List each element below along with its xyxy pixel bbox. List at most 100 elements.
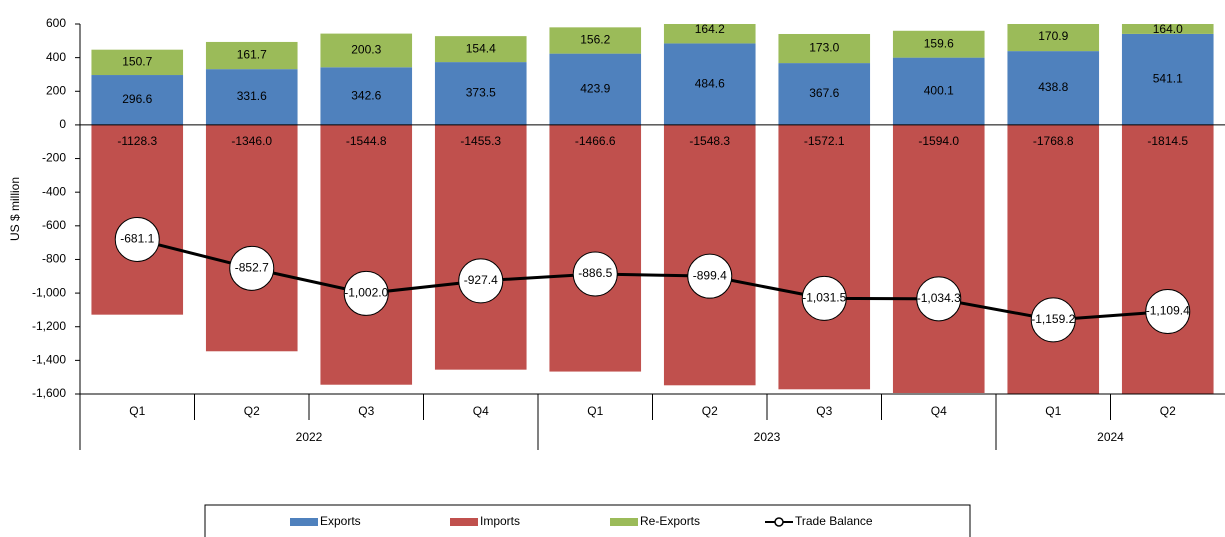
data-label: -1572.1 [804, 134, 845, 148]
data-label: -1346.0 [231, 134, 272, 148]
legend-label: Exports [320, 514, 361, 528]
data-label: 296.6 [122, 92, 152, 106]
bar [892, 57, 985, 125]
legend-label: Re-Exports [640, 514, 700, 528]
data-label: -1814.5 [1147, 134, 1188, 148]
y-tick-label: -800 [42, 252, 66, 266]
y-tick-label: -1,400 [32, 353, 66, 367]
bar [91, 75, 184, 125]
y-tick-label: -200 [42, 151, 66, 165]
line-marker [114, 216, 160, 262]
legend-swatch [610, 518, 638, 526]
legend-label: Imports [480, 514, 520, 528]
bar [778, 63, 871, 125]
data-label: -1,002.0 [344, 286, 388, 300]
bar [205, 69, 298, 125]
data-label: -852.7 [235, 260, 269, 274]
data-label: -1,031.5 [802, 291, 846, 305]
legend-box [204, 504, 971, 537]
data-label: 164.0 [1153, 22, 1183, 36]
data-label: -1548.3 [689, 134, 730, 148]
group-label: 2023 [754, 430, 781, 444]
bar [663, 24, 756, 44]
data-label: 342.6 [351, 88, 381, 102]
data-label: -1544.8 [346, 134, 387, 148]
data-label: -1768.8 [1033, 134, 1074, 148]
bar [1007, 24, 1100, 52]
data-label: 400.1 [924, 83, 954, 97]
bar [892, 124, 985, 393]
bar [91, 49, 184, 76]
data-label: -1455.3 [460, 134, 501, 148]
y-tick-label: 600 [46, 16, 66, 30]
bar [205, 124, 298, 352]
x-tick-label: Q3 [358, 404, 374, 418]
y-tick-label: -1,200 [32, 319, 66, 333]
bar [320, 67, 413, 125]
line-marker [458, 258, 504, 304]
line-marker [1030, 297, 1076, 343]
data-label: 200.3 [351, 43, 381, 57]
line-marker [801, 275, 847, 321]
y-tick-label: 400 [46, 50, 66, 64]
bar [1007, 51, 1100, 125]
x-tick-label: Q2 [702, 404, 718, 418]
bar [1007, 124, 1100, 394]
data-label: 159.6 [924, 36, 954, 50]
x-tick-label: Q3 [816, 404, 832, 418]
data-label: 173.0 [809, 41, 839, 55]
legend-swatch [290, 518, 318, 526]
group-label: 2022 [296, 430, 323, 444]
bar [320, 124, 413, 385]
bar [1121, 124, 1214, 394]
x-tick-label: Q1 [1045, 404, 1061, 418]
data-label: -1128.3 [117, 134, 157, 148]
bar [778, 124, 871, 390]
bar [1121, 24, 1214, 34]
bar [549, 124, 642, 372]
bar [434, 124, 527, 370]
bar [892, 30, 985, 58]
data-label: -1594.0 [918, 134, 959, 148]
data-label: -681.1 [120, 232, 154, 246]
bar [320, 33, 413, 68]
line-marker [229, 245, 275, 291]
data-label: 170.9 [1038, 29, 1068, 43]
data-label: -1,159.2 [1031, 312, 1075, 326]
line-marker [916, 276, 962, 322]
bar [778, 33, 871, 64]
line-marker [1145, 288, 1191, 334]
x-tick-label: Q2 [1160, 404, 1176, 418]
data-label: 150.7 [122, 55, 152, 69]
data-label: 154.4 [466, 41, 496, 55]
data-label: 164.2 [695, 22, 725, 36]
legend-label: Trade Balance [795, 514, 873, 528]
data-label: 484.6 [695, 76, 725, 90]
x-tick-label: Q1 [129, 404, 145, 418]
data-label: 367.6 [809, 86, 839, 100]
y-tick-label: -1,000 [32, 285, 66, 299]
x-tick-label: Q4 [931, 404, 947, 418]
legend-swatch [450, 518, 478, 526]
y-tick-label: -400 [42, 184, 66, 198]
bar [1121, 33, 1214, 125]
line-marker [687, 253, 733, 299]
bar [434, 62, 527, 125]
data-label: -1466.6 [575, 134, 616, 148]
data-label: -927.4 [464, 273, 498, 287]
bar [549, 53, 642, 125]
data-label: 541.1 [1153, 72, 1183, 86]
y-axis-label: US $ million [8, 177, 22, 241]
data-label: 161.7 [237, 48, 267, 62]
y-tick-label: -600 [42, 218, 66, 232]
trade-balance-line [136, 238, 1168, 322]
data-label: -899.4 [693, 268, 727, 282]
bar [663, 43, 756, 125]
y-tick-label: 0 [59, 117, 66, 131]
data-label: 373.5 [466, 86, 496, 100]
x-tick-label: Q2 [244, 404, 260, 418]
data-label: -1,109.4 [1146, 304, 1190, 318]
line-marker [343, 270, 389, 316]
data-label: -1,034.3 [917, 291, 961, 305]
